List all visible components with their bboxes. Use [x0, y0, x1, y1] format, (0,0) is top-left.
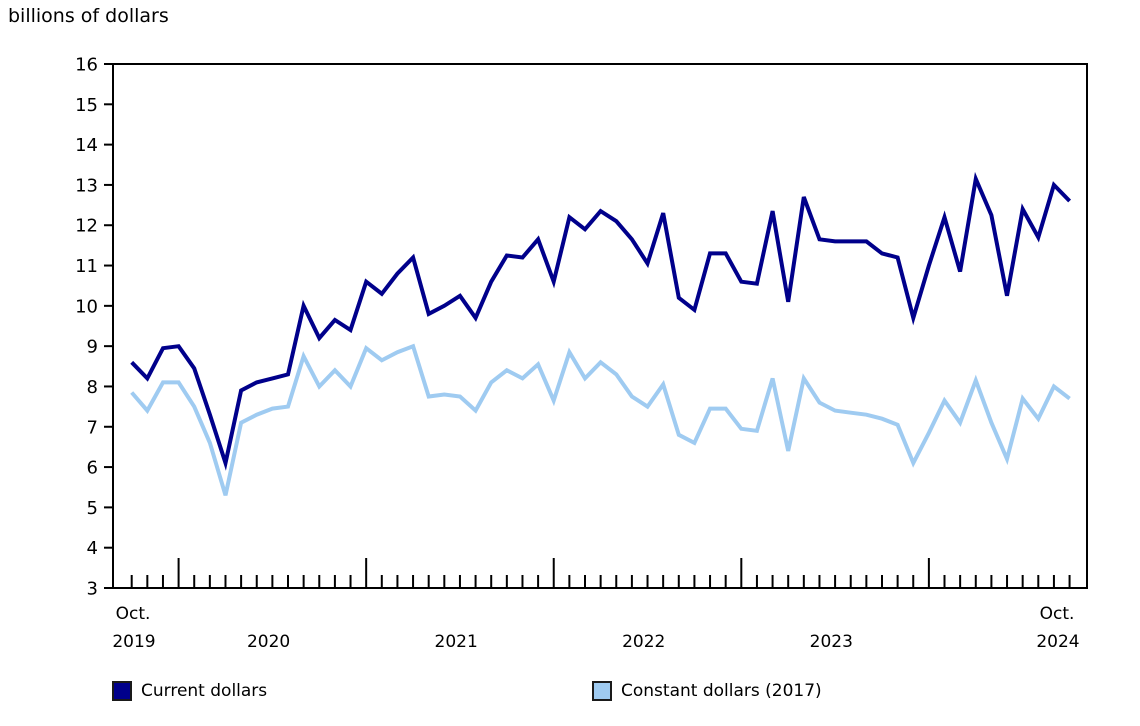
- y-tick-label: 3: [87, 579, 98, 600]
- x-label-year: 2021: [435, 632, 478, 652]
- plot-border: [112, 63, 1088, 589]
- y-tick-label: 5: [87, 498, 98, 519]
- y-tick-label: 10: [75, 296, 98, 317]
- x-label-start-month: Oct.: [116, 604, 151, 624]
- y-tick-label: 13: [75, 175, 98, 196]
- x-label-end-year: 2024: [1036, 632, 1079, 652]
- y-tick-label: 9: [87, 337, 98, 358]
- y-tick-label: 15: [75, 95, 98, 116]
- x-label-start-year: 2019: [112, 632, 155, 652]
- y-tick-label: 8: [87, 377, 98, 398]
- constant-dollars-line: [130, 343, 1071, 496]
- legend-item-current: Current dollars: [112, 681, 267, 701]
- chart-title: billions of dollars: [8, 5, 169, 27]
- legend-swatch-current-icon: [112, 681, 132, 701]
- y-tick-label: 11: [75, 256, 98, 277]
- y-tick-label: 4: [87, 538, 98, 559]
- current-dollars-line: [130, 171, 1072, 471]
- y-tick-label: 7: [87, 417, 98, 438]
- y-tick-label: 16: [75, 55, 98, 76]
- x-label-year: 2022: [622, 632, 665, 652]
- legend-item-constant: Constant dollars (2017): [592, 681, 822, 701]
- y-tick-label: 6: [87, 458, 98, 479]
- legend-label-constant: Constant dollars (2017): [621, 681, 822, 701]
- x-label-end-month: Oct.: [1040, 604, 1075, 624]
- x-label-year: 2023: [810, 632, 853, 652]
- y-tick-label: 14: [75, 135, 98, 156]
- legend-swatch-constant-icon: [592, 681, 612, 701]
- y-tick-label: 12: [75, 216, 98, 237]
- legend-label-current: Current dollars: [141, 681, 268, 701]
- x-label-year: 2020: [247, 632, 290, 652]
